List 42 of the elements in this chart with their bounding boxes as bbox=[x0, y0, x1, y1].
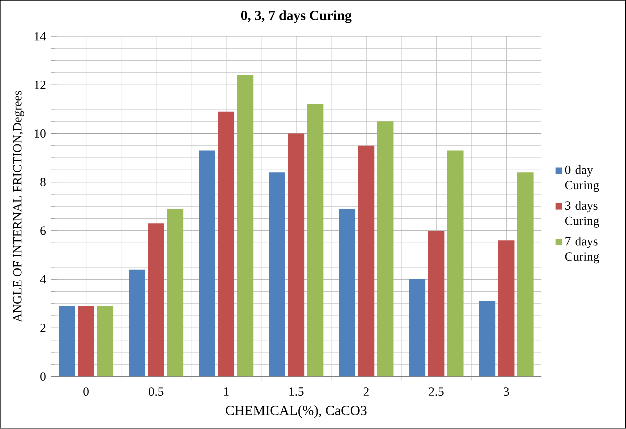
chart-title: 0, 3, 7 days Curing bbox=[241, 10, 352, 24]
y-tick-label: 4 bbox=[40, 276, 46, 284]
bar bbox=[307, 104, 324, 377]
bar bbox=[59, 306, 76, 377]
x-tick-label: 3 bbox=[504, 388, 510, 396]
x-tick-label: 0 bbox=[84, 388, 89, 396]
bar bbox=[269, 172, 286, 377]
bar bbox=[237, 75, 254, 377]
bar bbox=[428, 231, 445, 377]
x-tick-label: 0.5 bbox=[149, 388, 164, 396]
legend-label: 0 day Curing bbox=[565, 166, 600, 192]
bar bbox=[167, 209, 184, 377]
y-tick-label: 2 bbox=[40, 324, 46, 332]
bar bbox=[218, 112, 235, 377]
bar bbox=[288, 134, 305, 377]
legend-label: 7 days Curing bbox=[565, 237, 600, 264]
bar bbox=[377, 122, 394, 377]
x-tick-label: 2.5 bbox=[429, 388, 444, 396]
bar bbox=[97, 306, 114, 377]
x-tick-label: 1 bbox=[224, 388, 229, 396]
bar bbox=[129, 270, 146, 377]
bar bbox=[447, 150, 464, 377]
y-tick-label: 10 bbox=[34, 130, 46, 138]
y-tick-label: 14 bbox=[34, 32, 46, 41]
bar bbox=[78, 306, 94, 377]
bar bbox=[358, 146, 375, 377]
bar bbox=[339, 209, 356, 377]
x-axis-title: CHEMICAL(%), CaCO3 bbox=[226, 406, 367, 418]
x-tick-label: 1.5 bbox=[290, 388, 304, 396]
bar bbox=[498, 240, 515, 377]
legend-label: 3 days Curing bbox=[565, 201, 600, 228]
y-tick-label: 12 bbox=[34, 81, 46, 90]
y-axis-title: ANGLE OF INTERNAL FRICTION,Degrees bbox=[13, 91, 24, 322]
y-tick-label: 0 bbox=[40, 372, 46, 382]
y-tick-label: 6 bbox=[40, 226, 46, 236]
bar bbox=[199, 150, 216, 377]
y-tick-label: 8 bbox=[40, 178, 46, 187]
bar bbox=[148, 224, 164, 377]
bar bbox=[517, 172, 534, 377]
x-tick-label: 2 bbox=[364, 388, 369, 396]
bar bbox=[409, 280, 426, 377]
bar bbox=[479, 302, 496, 377]
